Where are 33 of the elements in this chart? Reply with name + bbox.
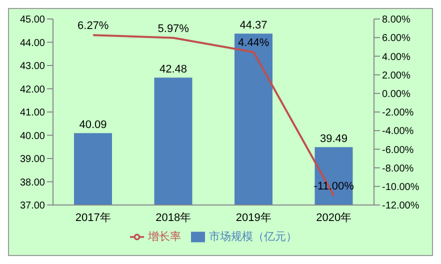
- data-label: 4.44%: [238, 37, 270, 50]
- x-tick-label: 2017年: [75, 212, 111, 224]
- y-tick-label: 41.00: [20, 108, 46, 119]
- data-label: 5.97%: [158, 22, 190, 35]
- y-tick-label: 39.00: [20, 154, 46, 166]
- y-tick-label: 42.00: [20, 84, 46, 96]
- data-label: 39.49: [320, 133, 348, 146]
- y2-tick-label: 2.00%: [382, 70, 410, 82]
- y2-tick-label: -12.00%: [382, 200, 420, 212]
- y2-tick-label: -10.00%: [382, 182, 420, 193]
- y2-tick-label: -2.00%: [382, 108, 414, 119]
- data-label: 6.27%: [78, 20, 109, 32]
- y-tick-label: 45.00: [20, 14, 46, 26]
- y2-tick-label: 0.00%: [382, 88, 410, 100]
- x-tick-label: 2020年: [316, 212, 352, 224]
- y2-tick-label: 4.00%: [382, 52, 410, 63]
- x-tick-label: 2019年: [236, 212, 272, 224]
- y-tick-label: 43.00: [20, 61, 46, 72]
- legend-label: 增长率: [148, 231, 181, 243]
- y-tick-label: 40.00: [20, 130, 46, 142]
- data-label: 44.37: [240, 20, 268, 32]
- y-tick-label: 38.00: [20, 177, 46, 188]
- data-label: 40.09: [79, 119, 107, 132]
- y2-tick-label: -4.00%: [382, 126, 414, 138]
- y2-tick-label: -8.00%: [382, 163, 414, 174]
- x-tick-label: 2018年: [156, 212, 192, 224]
- y2-tick-label: 6.00%: [382, 33, 410, 44]
- y-tick-label: 44.00: [20, 38, 46, 49]
- y-tick-label: 37.00: [20, 200, 46, 212]
- data-label: 42.48: [159, 64, 188, 76]
- y2-tick-label: -6.00%: [382, 144, 414, 156]
- legend-label: 市场规模（亿元）: [209, 231, 297, 243]
- y2-tick-label: 8.00%: [382, 14, 410, 26]
